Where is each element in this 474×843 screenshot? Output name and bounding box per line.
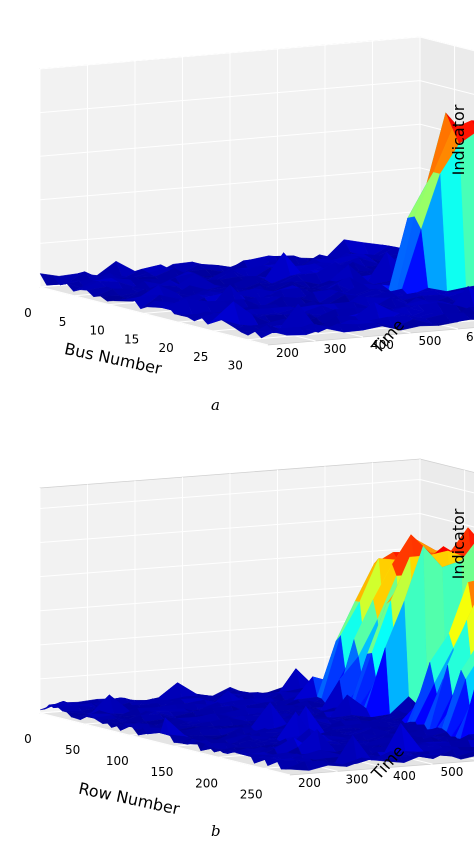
chart-b-xlabel: Row Number — [77, 779, 182, 819]
chart-b-ytick: 300 — [346, 772, 369, 786]
chart-b-xtick: 0 — [24, 732, 32, 746]
chart-a-xtick: 25 — [193, 350, 208, 364]
chart-a-ticks: 0510152025302003004005006007008009001000… — [24, 306, 474, 373]
chart-a-xtick: 30 — [228, 359, 243, 373]
chart-a-xtick: 15 — [124, 332, 139, 346]
chart-b-ytick: 400 — [393, 769, 416, 783]
caption-b: b — [211, 822, 221, 840]
chart-b-xtick: 200 — [195, 776, 218, 790]
chart-b-zlabel: Indicator — [449, 508, 468, 579]
chart-b-ticks: 0501001502002502003004005006007008009001… — [24, 732, 464, 801]
chart-b-ytick: 500 — [441, 765, 464, 779]
chart-a-ytick: 500 — [419, 334, 442, 348]
chart-b-surface — [39, 526, 474, 771]
chart-a-xtick: 0 — [24, 306, 32, 320]
chart-b-xtick: 250 — [240, 787, 263, 801]
chart-b-xtick: 50 — [65, 743, 80, 757]
chart-a-xlabel: Bus Number — [63, 339, 164, 378]
chart-a-ytick: 200 — [276, 346, 299, 360]
chart-a: 0510152025302003004005006007008009001000… — [24, 36, 474, 378]
chart-a-xtick: 20 — [159, 341, 174, 355]
chart-a-ytick: 400 — [371, 338, 394, 352]
chart-a-zlabel: Indicator — [449, 104, 468, 175]
chart-a-ytick: 300 — [324, 342, 347, 356]
chart-a-xtick: 10 — [89, 324, 104, 338]
chart-a-surface — [39, 112, 474, 339]
chart-b-xtick: 150 — [150, 765, 173, 779]
chart-a-xtick: 5 — [59, 315, 67, 329]
chart-b-xtick: 100 — [106, 754, 129, 768]
chart-b: 0501001502002502003004005006007008009001… — [24, 458, 474, 819]
caption-a: a — [211, 396, 220, 414]
chart-b-ytick: 200 — [298, 776, 321, 790]
chart-a-ytick: 600 — [466, 330, 474, 344]
